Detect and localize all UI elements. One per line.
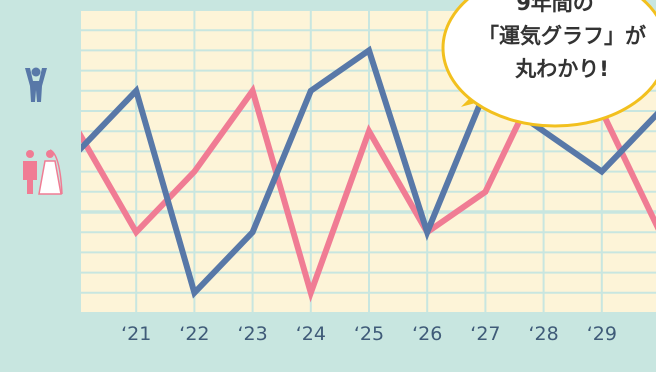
x-axis-ticks: ‘21 ‘22 ‘23 ‘24 ‘25 ‘26 ‘27 ‘28 ‘29 — [121, 323, 617, 345]
x-tick-label: ‘21 — [121, 323, 151, 345]
callout-body — [441, 0, 656, 128]
x-tick-label: ‘29 — [587, 323, 617, 345]
standing-person-icon — [25, 67, 47, 102]
callout-line-2: 「運気グラフ」が — [478, 24, 646, 48]
x-tick-label: ‘23 — [237, 323, 267, 345]
x-tick-label: ‘24 — [296, 323, 326, 345]
callout-line-1: 9年間の — [516, 0, 594, 15]
wedding-couple-icon — [23, 149, 63, 195]
callout-bubble: 9年間の 「運気グラフ」が 丸わかり! — [441, 0, 656, 128]
x-tick-label: ‘22 — [179, 323, 209, 345]
x-tick-label: ‘28 — [528, 323, 558, 345]
x-tick-label: ‘26 — [412, 323, 442, 345]
x-tick-label: ‘25 — [354, 323, 384, 345]
callout-line-3: 丸わかり! — [514, 57, 609, 81]
x-tick-label: ‘27 — [470, 323, 500, 345]
